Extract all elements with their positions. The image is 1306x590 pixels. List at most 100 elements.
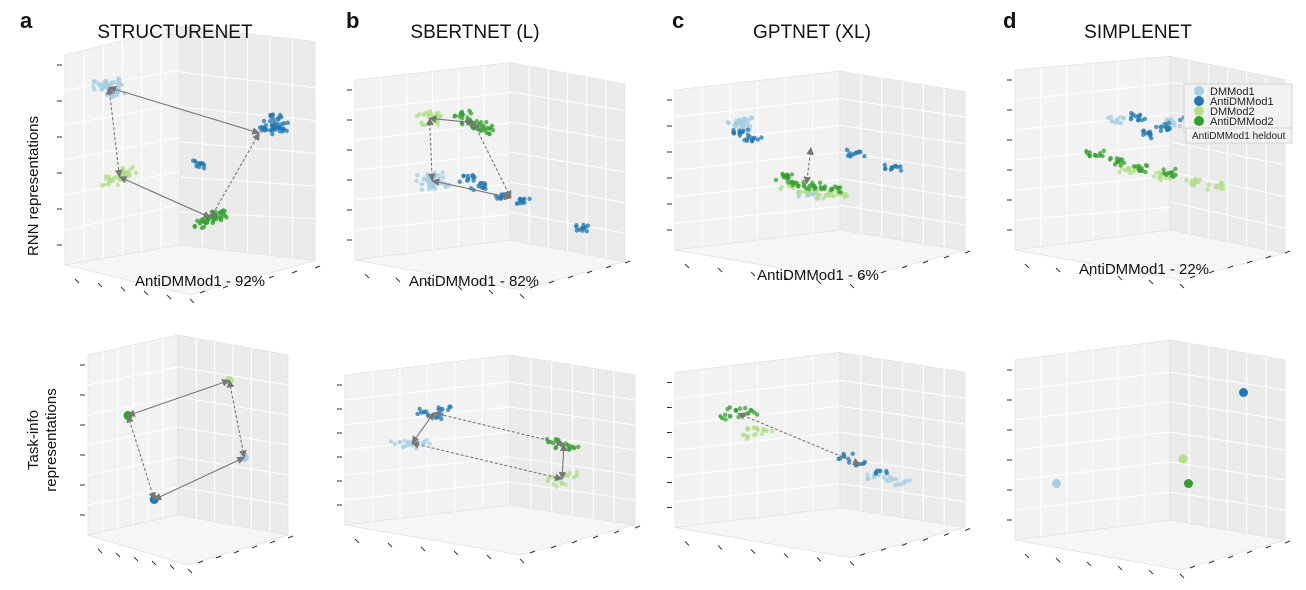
data-point	[479, 180, 484, 186]
axis-tick	[1086, 271, 1092, 277]
panel-letter-a: a	[20, 8, 33, 33]
data-point	[1121, 116, 1126, 121]
data-point	[806, 187, 812, 192]
legend-label-antidmmod2: AntiDMMod2	[1210, 116, 1274, 128]
data-point	[1127, 166, 1132, 172]
data-point	[277, 128, 282, 134]
data-point	[271, 122, 277, 128]
data-point	[882, 162, 888, 168]
data-point	[745, 132, 751, 137]
data-point	[895, 482, 901, 487]
data-point	[799, 189, 804, 195]
data-point	[112, 175, 117, 181]
data-point	[397, 439, 403, 445]
dashed-arrow	[473, 121, 512, 199]
data-point	[1144, 163, 1150, 169]
data-point	[419, 122, 425, 127]
perf-label-gptnet: AntiDMMod1 - 6%	[757, 267, 879, 284]
data-point	[545, 479, 551, 484]
title-simplenet: SIMPLENET	[1084, 22, 1192, 43]
axis-tick	[1284, 540, 1291, 544]
series-antidmmod1	[1239, 388, 1248, 397]
data-point	[741, 124, 746, 129]
data-point	[1148, 132, 1153, 137]
gridline	[509, 481, 636, 501]
data-point	[888, 167, 894, 172]
data-point	[759, 431, 764, 437]
data-point	[1129, 110, 1134, 116]
dashed-arrow	[425, 117, 436, 182]
data-point	[447, 404, 452, 409]
data-point	[275, 121, 281, 127]
gridline	[1169, 201, 1286, 229]
data-point	[847, 150, 852, 156]
perf-label-simplenet: AntiDMMod1 - 22%	[1079, 261, 1209, 278]
data-point	[1131, 164, 1137, 169]
data-point	[457, 179, 462, 184]
data-point	[436, 176, 441, 182]
axis-tick	[880, 548, 887, 551]
data-point	[850, 451, 855, 456]
axis-tick	[849, 561, 855, 566]
data-point	[419, 187, 425, 192]
data-point	[402, 438, 407, 444]
axis-tick	[387, 542, 393, 548]
data-point	[425, 172, 431, 177]
axis-tick	[816, 557, 822, 562]
axis-tick	[849, 283, 855, 289]
data-point	[836, 456, 841, 461]
axis-tick	[354, 538, 360, 544]
perf-label-sbertnet: AntiDMMod1 - 82%	[409, 273, 539, 290]
data-point	[873, 471, 879, 476]
axis-tick	[268, 275, 275, 279]
data-point	[1154, 124, 1159, 130]
data-point	[813, 185, 818, 191]
data-point	[1167, 125, 1172, 130]
axis-tick	[488, 289, 494, 295]
data-point	[744, 436, 750, 441]
data-point	[1141, 132, 1146, 138]
data-point	[432, 170, 437, 176]
data-point	[784, 173, 789, 178]
data-point	[436, 173, 442, 178]
data-point	[576, 444, 581, 450]
data-point	[1172, 123, 1177, 128]
gridline	[674, 205, 841, 224]
axis-tick	[1284, 250, 1291, 254]
data-point	[883, 166, 888, 171]
axis-tick	[199, 290, 206, 294]
data-point	[842, 192, 848, 197]
data-point	[261, 118, 267, 124]
data-point	[272, 127, 278, 132]
dashed-arrow	[411, 441, 563, 482]
data-point	[809, 182, 815, 188]
data-point	[814, 192, 820, 197]
data-point	[200, 162, 205, 167]
axis-tick	[519, 558, 525, 564]
axis-tick	[586, 270, 593, 274]
axis-tick	[1055, 557, 1061, 563]
legend-marker-antidmmod1	[1194, 96, 1204, 106]
data-point	[838, 190, 843, 195]
data-point	[205, 220, 210, 225]
axis-tick	[750, 271, 756, 277]
data-point	[415, 411, 420, 417]
axis-tick	[166, 294, 172, 300]
data-point	[844, 147, 850, 153]
panel-b-top	[347, 62, 631, 299]
data-point	[821, 196, 826, 201]
data-point	[435, 122, 441, 127]
data-point	[1097, 153, 1102, 158]
data-point	[722, 412, 728, 417]
data-point	[1166, 170, 1171, 176]
data-point	[884, 471, 889, 476]
axis-tick	[364, 273, 370, 279]
data-point	[400, 444, 405, 450]
axis-tick	[816, 279, 822, 285]
data-point	[99, 183, 105, 188]
data-point	[191, 158, 196, 163]
data-point	[748, 407, 753, 413]
data-point	[1178, 117, 1183, 123]
data-point	[115, 182, 121, 188]
